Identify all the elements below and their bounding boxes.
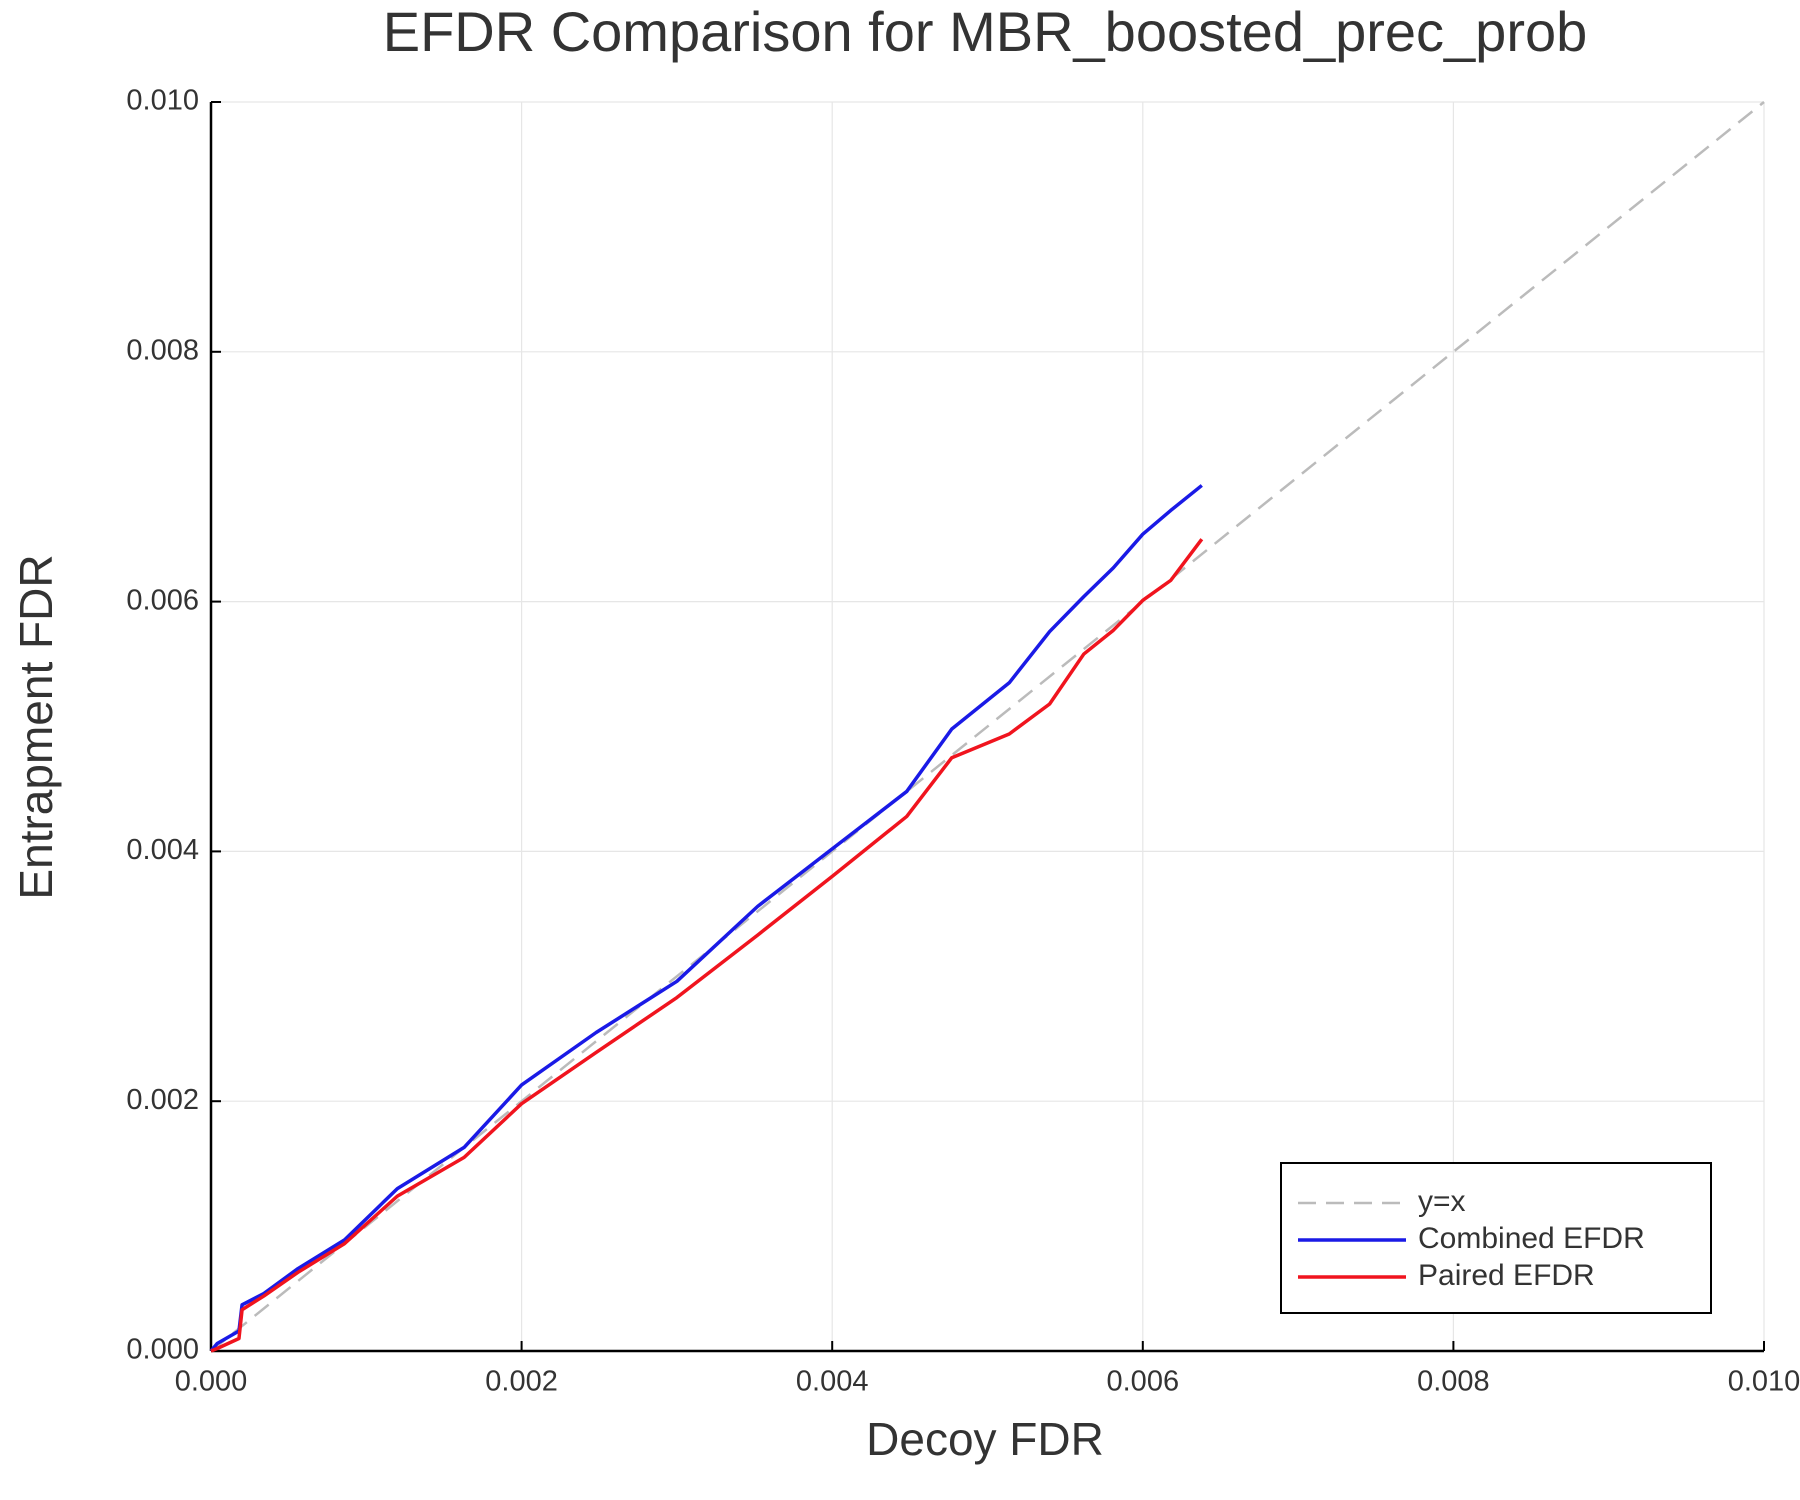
x-tick-label: 0.010 bbox=[1728, 1366, 1800, 1398]
y-tick-label: 0.010 bbox=[126, 85, 199, 117]
legend-label: y=x bbox=[1418, 1185, 1466, 1218]
x-tick-label: 0.002 bbox=[485, 1366, 558, 1398]
x-tick-label: 0.006 bbox=[1107, 1366, 1180, 1398]
line bbox=[209, 484, 1203, 1353]
chart-title: EFDR Comparison for MBR_boosted_prec_pro… bbox=[383, 0, 1588, 63]
y-tick-label: 0.006 bbox=[126, 584, 199, 616]
legend-box bbox=[1280, 1162, 1712, 1314]
y-tick-label: 0.008 bbox=[126, 334, 199, 366]
y-tick-label: 0.004 bbox=[126, 834, 199, 866]
line bbox=[210, 538, 1204, 1353]
x-tick-label: 0.004 bbox=[796, 1366, 869, 1398]
legend-label: Combined EFDR bbox=[1418, 1222, 1645, 1255]
x-tick-label: 0.000 bbox=[175, 1366, 248, 1398]
y-tick-label: 0.002 bbox=[126, 1084, 199, 1116]
legend-label: Paired EFDR bbox=[1418, 1259, 1595, 1292]
x-tick-label: 0.008 bbox=[1417, 1366, 1490, 1398]
line bbox=[210, 101, 1765, 1352]
y-axis-label: Entrapment FDR bbox=[10, 554, 62, 899]
x-axis-label: Decoy FDR bbox=[866, 1413, 1104, 1465]
y-tick-label: 0.000 bbox=[126, 1334, 199, 1366]
